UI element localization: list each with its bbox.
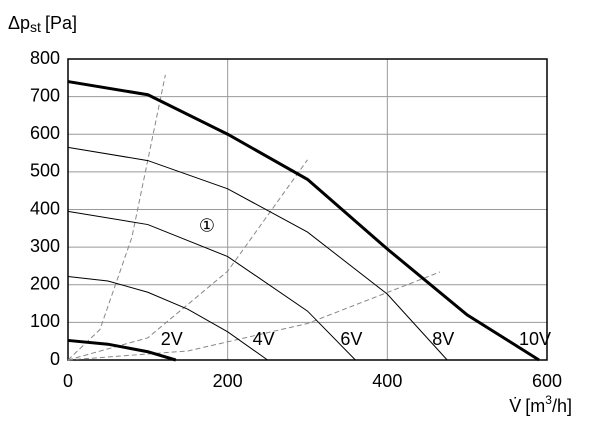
system-curve — [67, 159, 308, 361]
curve-label: 4V — [253, 329, 275, 349]
x-tick-label: 0 — [63, 371, 73, 391]
y-tick-label: 600 — [30, 123, 60, 143]
fan-curve — [67, 275, 268, 361]
system-curve — [67, 271, 441, 361]
fan-curve — [67, 80, 540, 362]
fan-curve — [67, 146, 448, 361]
system-curve — [67, 74, 166, 361]
curve-label: 6V — [340, 329, 362, 349]
curve-label: 8V — [432, 329, 454, 349]
y-tick-label: 200 — [30, 274, 60, 294]
x-tick-label: 600 — [532, 371, 562, 391]
annotation: ① — [199, 216, 215, 236]
y-tick-label: 700 — [30, 85, 60, 105]
y-tick-label: 800 — [30, 48, 60, 68]
y-axis-label: Δpst [Pa] — [8, 13, 77, 35]
y-tick-label: 100 — [30, 311, 60, 331]
y-tick-label: 0 — [50, 349, 60, 369]
y-tick-label: 300 — [30, 236, 60, 256]
plot-frame — [67, 58, 548, 361]
curve-label: 10V — [519, 329, 551, 349]
fan-curve — [67, 210, 356, 361]
curve-label: 2V — [161, 329, 183, 349]
x-tick-label: 200 — [213, 371, 243, 391]
fan-curve — [67, 338, 177, 362]
y-tick-label: 500 — [30, 161, 60, 181]
x-tick-label: 400 — [372, 371, 402, 391]
y-tick-label: 400 — [30, 198, 60, 218]
x-axis-label: V̇ [m3/h] — [509, 393, 572, 416]
